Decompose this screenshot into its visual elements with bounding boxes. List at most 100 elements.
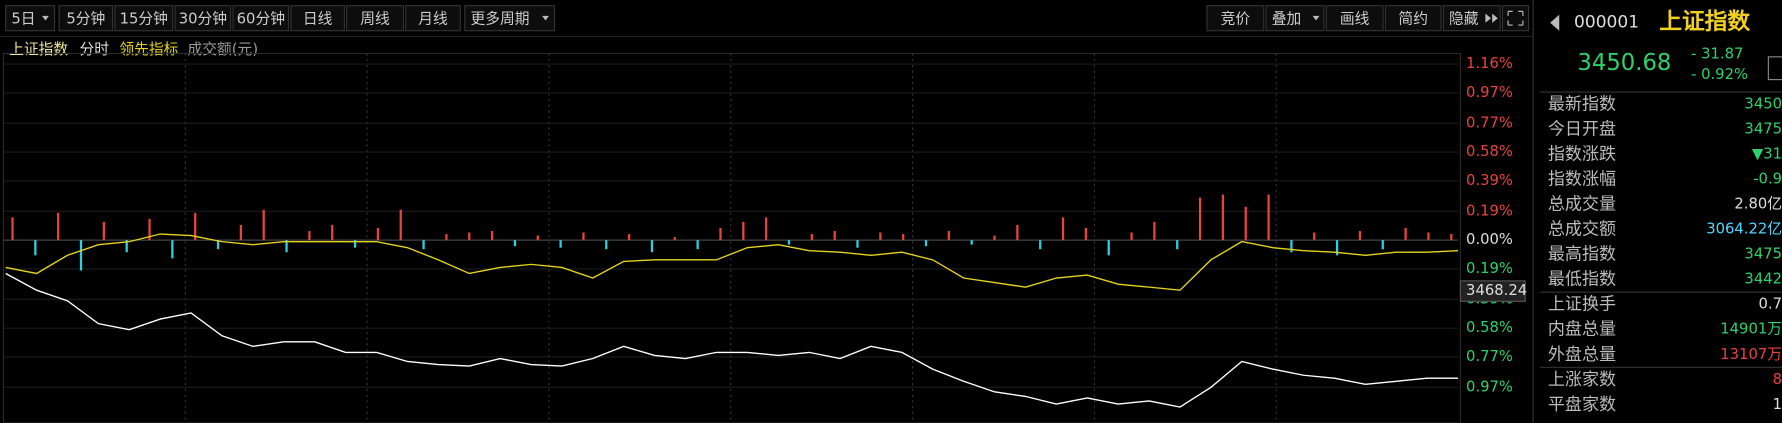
bar (1176, 240, 1179, 250)
hide-icon (1492, 13, 1498, 23)
period-label: 日线 (303, 10, 333, 27)
bar (1244, 206, 1247, 241)
period-button[interactable] (405, 5, 461, 32)
bar (605, 240, 608, 250)
bar (468, 232, 471, 241)
bar (102, 221, 105, 241)
quote-value: 8 (1773, 371, 1782, 388)
bar (765, 217, 768, 241)
bar (947, 231, 950, 241)
legend-leading: 领先指标 (119, 41, 178, 58)
period-button[interactable] (464, 5, 556, 32)
bar (719, 227, 722, 241)
bar (11, 217, 14, 241)
bar (285, 240, 288, 253)
bar (1381, 240, 1384, 250)
legend-period[interactable]: 分时 (80, 41, 110, 58)
quote-value: 13107万 (1720, 346, 1782, 363)
period-button[interactable] (346, 5, 405, 32)
quote-value: 2.80亿 (1734, 196, 1782, 213)
y-tick-label: 0.77% (1466, 114, 1513, 131)
bar (856, 240, 859, 248)
bar (171, 240, 174, 259)
quote-value: ▼31 (1752, 146, 1782, 163)
period-button[interactable] (114, 5, 174, 32)
bar (57, 212, 60, 241)
period-label: 15分钟 (120, 10, 168, 27)
y-tick-label: 0.97% (1466, 378, 1513, 395)
series-line (5, 272, 1459, 408)
bar (559, 240, 562, 248)
y-tick-label: 0.00% (1466, 231, 1513, 248)
quote-value: 3064.22亿 (1706, 221, 1782, 238)
quote-value: 3450 (1744, 96, 1782, 113)
y-tick-label: 0.39% (1466, 172, 1513, 189)
bar (125, 240, 128, 253)
quote-value: 1 (1773, 396, 1782, 413)
bar (216, 240, 220, 250)
bar (399, 209, 402, 241)
add-button[interactable] (1767, 56, 1782, 81)
bar (148, 218, 151, 241)
tool-label: 叠加 (1272, 10, 1302, 27)
bar (308, 231, 311, 241)
period-button[interactable] (232, 5, 290, 32)
y-tick-label: 0.77% (1466, 348, 1513, 365)
dropdown-arrow (1312, 15, 1320, 21)
bar (1061, 217, 1065, 241)
bar (194, 212, 197, 241)
bar (1084, 227, 1088, 241)
bar (1153, 221, 1156, 241)
tool-button[interactable] (1206, 5, 1265, 32)
y-tick-label: 0.19% (1466, 202, 1513, 219)
bar (1198, 197, 1202, 241)
bar (1130, 232, 1133, 241)
bar (902, 234, 905, 241)
prev-arrow[interactable] (1550, 14, 1560, 31)
bar (34, 240, 37, 256)
period-label: 60分钟 (237, 10, 285, 27)
period-label: 更多周期 (471, 10, 530, 27)
period-label: 月线 (418, 10, 448, 27)
period-button[interactable] (58, 5, 114, 32)
bar (331, 224, 334, 241)
bar (1358, 231, 1362, 241)
period-label: 5分钟 (66, 10, 105, 27)
quote-label: 平盘家数 (1548, 395, 1616, 415)
legend-index: 上证指数 (9, 41, 68, 58)
quote-label: 最高指数 (1548, 245, 1616, 265)
fullscreen-button[interactable] (1501, 5, 1530, 32)
bar (490, 231, 494, 241)
bar (1267, 194, 1270, 241)
tool-button[interactable] (1384, 5, 1442, 32)
bar (262, 209, 265, 241)
bar (79, 240, 83, 271)
bar (696, 240, 699, 250)
bar (627, 234, 631, 241)
bar (422, 240, 425, 250)
bar (1404, 227, 1407, 241)
period-button[interactable] (290, 5, 345, 32)
bar (1039, 240, 1042, 250)
fullscreen-icon (1507, 10, 1524, 26)
bar (787, 240, 791, 245)
legend-volume: 成交额(元) (188, 40, 259, 58)
y-tick-label: 0.58% (1466, 143, 1513, 160)
quote-label: 今日开盘 (1548, 120, 1616, 140)
dropdown-arrow (42, 15, 49, 21)
tool-label: 竞价 (1221, 9, 1251, 27)
bar (970, 240, 973, 245)
quote-value: -0.9 (1753, 171, 1782, 188)
bar (742, 221, 745, 241)
tool-label: 隐藏 (1449, 10, 1479, 27)
quote-label: 外盘总量 (1548, 345, 1616, 365)
period-button[interactable] (174, 5, 232, 32)
bar (1427, 232, 1430, 241)
bar (1221, 194, 1225, 241)
bar (650, 240, 654, 253)
tool-button[interactable] (1325, 5, 1384, 32)
stock-code: 000001 (1574, 13, 1639, 33)
bar (1290, 240, 1293, 253)
